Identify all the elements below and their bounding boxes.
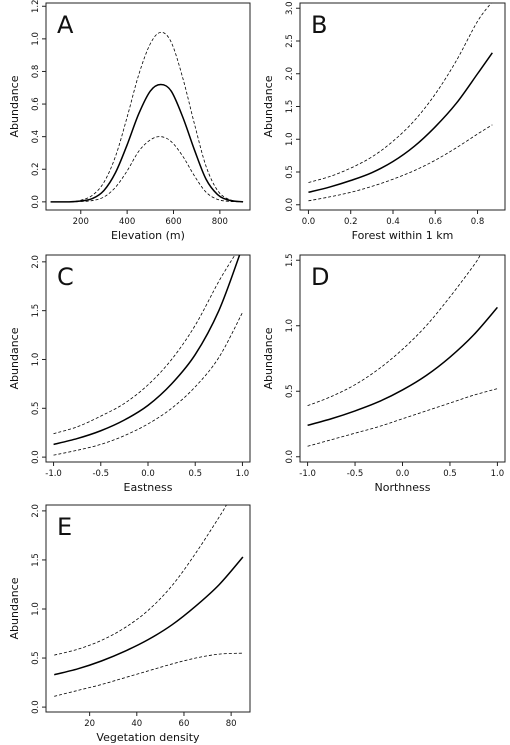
y-tick-label: 0.6 xyxy=(31,97,41,111)
x-tick-label: 60 xyxy=(179,719,190,729)
y-tick-label: 0.4 xyxy=(31,130,41,144)
y-tick-label: 0.2 xyxy=(31,162,41,176)
y-tick-label: 1.0 xyxy=(285,319,295,333)
confidence-band-lower xyxy=(308,124,493,202)
panel-d: -1.0 -0.5 0.0 0.5 1.0 0.0 0.5 1.0 1.5 Northness Ab… xyxy=(262,253,506,494)
panel-letter: E xyxy=(57,513,72,541)
y-tick-label: 0.0 xyxy=(285,450,295,464)
confidence-band-lower xyxy=(53,312,243,456)
plot-frame xyxy=(299,254,506,463)
estimate-line xyxy=(50,83,244,203)
y-tick-label: 0.0 xyxy=(31,700,41,714)
x-tick-label: 0.0 xyxy=(141,469,155,479)
y-tick-label: 0.5 xyxy=(31,402,41,416)
x-tick-label: -1.0 xyxy=(45,469,62,479)
y-tick-label: 1.2 xyxy=(31,0,41,13)
panel-e: 20 40 60 80 0.0 0.5 1.0 1.5 2.0 Vegetation densit… xyxy=(8,504,251,744)
x-tick-label: 0.2 xyxy=(344,217,358,227)
y-tick-label: 0.5 xyxy=(285,165,295,179)
x-tick-label: -0.5 xyxy=(347,469,364,479)
x-tick-label: 0.5 xyxy=(188,469,202,479)
y-tick-label: 1.0 xyxy=(285,132,295,146)
confidence-band-upper xyxy=(50,31,244,203)
plot-frame xyxy=(45,504,251,713)
x-tick-label: 20 xyxy=(84,719,95,729)
y-tick-label: 3.0 xyxy=(285,1,295,15)
x-axis-label: Northness xyxy=(375,481,431,494)
x-tick-label: 600 xyxy=(165,217,181,227)
x-tick-label: 0.4 xyxy=(386,217,400,227)
x-tick-label: 0.8 xyxy=(471,217,485,227)
y-tick-label: 0.5 xyxy=(31,651,41,665)
x-tick-label: 0.5 xyxy=(443,469,457,479)
x-tick-label: 80 xyxy=(226,719,237,729)
y-tick-label: 2.5 xyxy=(285,34,295,48)
panel-b: 0.0 0.2 0.4 0.6 0.8 0.0 0.5 1.0 1.5 2.0 2.5 3.0 Fore… xyxy=(262,1,506,242)
confidence-band-upper xyxy=(307,255,481,407)
y-tick-label: 0.8 xyxy=(31,65,41,79)
y-tick-label: 1.0 xyxy=(31,353,41,367)
x-tick-label: 200 xyxy=(73,217,89,227)
x-tick-label: 0.0 xyxy=(302,217,316,227)
panel-letter: D xyxy=(311,263,329,291)
x-tick-label: 0.0 xyxy=(396,469,410,479)
confidence-band-upper xyxy=(54,505,227,656)
y-tick-label: 2.0 xyxy=(31,255,41,269)
estimate-line xyxy=(307,306,498,427)
x-tick-label: 800 xyxy=(212,217,228,227)
y-axis-label: Abundance xyxy=(262,75,275,137)
panel-letter: C xyxy=(57,263,74,291)
y-tick-label: 1.0 xyxy=(31,32,41,46)
y-tick-label: 0.0 xyxy=(31,195,41,209)
x-tick-label: 40 xyxy=(131,719,142,729)
x-tick-label: -0.5 xyxy=(92,469,109,479)
confidence-band-lower xyxy=(50,136,244,203)
y-tick-label: 1.5 xyxy=(285,100,295,114)
y-tick-label: 0.0 xyxy=(31,450,41,464)
y-tick-label: 2.0 xyxy=(31,504,41,518)
x-tick-label: 0.6 xyxy=(428,217,442,227)
y-tick-label: 1.5 xyxy=(285,253,295,267)
y-axis-label: Abundance xyxy=(262,327,275,389)
confidence-band-lower xyxy=(54,652,243,697)
y-tick-label: 2.0 xyxy=(285,67,295,81)
estimate-line xyxy=(308,52,493,194)
plot-frame xyxy=(299,2,506,211)
x-tick-label: -1.0 xyxy=(299,469,316,479)
panel-a: 200 400 600 800 0.0 0.2 0.4 0.6 0.8 1.0 1.2 Elevati… xyxy=(8,0,251,242)
x-axis-label: Forest within 1 km xyxy=(352,229,454,242)
y-axis-label: Abundance xyxy=(8,577,21,639)
estimate-line xyxy=(53,255,241,446)
y-tick-label: 0.5 xyxy=(285,384,295,398)
y-tick-label: 1.5 xyxy=(31,553,41,567)
panel-letter: A xyxy=(57,11,74,39)
y-tick-label: 0.0 xyxy=(285,198,295,212)
y-tick-label: 1.0 xyxy=(31,602,41,616)
x-axis-label: Vegetation density xyxy=(96,731,200,744)
confidence-band-lower xyxy=(307,388,498,447)
panel-letter: B xyxy=(311,11,327,39)
x-tick-label: 1.0 xyxy=(236,469,250,479)
y-tick-label: 1.5 xyxy=(31,304,41,318)
estimate-line xyxy=(54,556,244,676)
x-axis-label: Elevation (m) xyxy=(111,229,185,242)
y-axis-label: Abundance xyxy=(8,75,21,137)
x-tick-label: 1.0 xyxy=(491,469,505,479)
x-tick-label: 400 xyxy=(119,217,135,227)
x-axis-label: Eastness xyxy=(124,481,173,494)
plot-frame xyxy=(45,254,251,463)
confidence-band-upper xyxy=(53,255,236,435)
panel-c: -1.0 -0.5 0.0 0.5 1.0 0.0 0.5 1.0 1.5 2.0 Eastness… xyxy=(8,254,251,494)
plot-frame xyxy=(45,2,251,211)
confidence-band-upper xyxy=(308,3,492,183)
y-axis-label: Abundance xyxy=(8,327,21,389)
